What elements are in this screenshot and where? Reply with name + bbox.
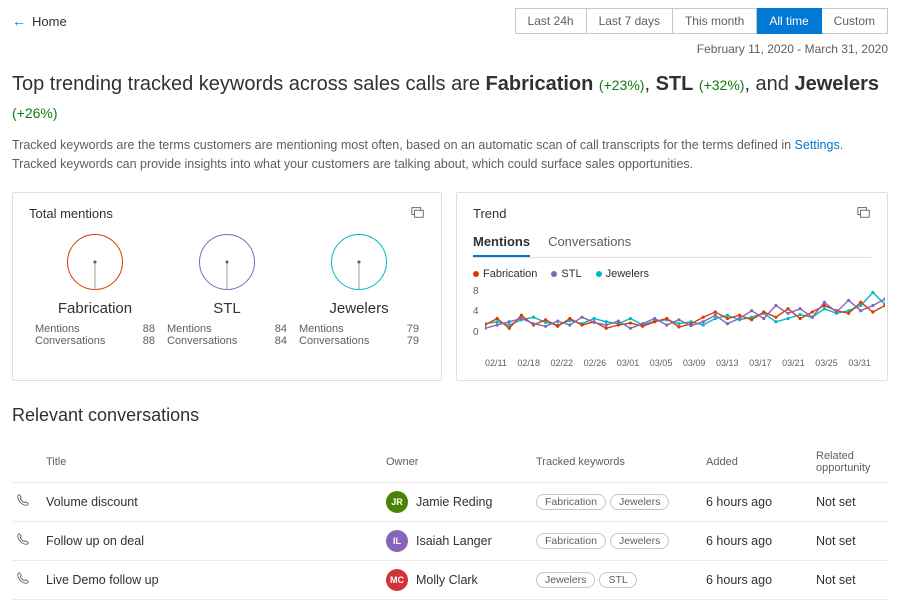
conv-keywords: JewelersSTL: [536, 572, 706, 588]
keyword-pill: Jewelers: [610, 533, 669, 549]
mention-name: Jewelers: [293, 300, 425, 317]
settings-link[interactable]: Settings: [795, 138, 840, 152]
conv-title: Live Demo follow up: [46, 573, 386, 587]
conv-opportunity: Not set: [816, 534, 884, 548]
arrow-left-icon: ←: [12, 13, 26, 29]
conv-owner: ILIsaiah Langer: [386, 530, 536, 552]
legend-dot-icon: [551, 271, 557, 277]
mention-name: Fabrication: [29, 300, 161, 317]
mention-item-fabrication: Fabrication Mentions88 Conversations88: [29, 234, 161, 347]
table-row[interactable]: Volume discount JRJamie Reding Fabricati…: [12, 483, 888, 522]
mention-item-stl: STL Mentions84 Conversations84: [161, 234, 293, 347]
conv-title: Volume discount: [46, 495, 386, 509]
conv-opportunity: Not set: [816, 573, 884, 587]
date-range-label: February 11, 2020 - March 31, 2020: [12, 42, 888, 56]
keyword-pill: Jewelers: [610, 494, 669, 510]
legend-item-jewelers: Jewelers: [596, 268, 649, 280]
phone-icon: [16, 493, 46, 510]
description-text: Tracked keywords are the terms customers…: [12, 136, 888, 174]
mention-ring-icon: [67, 234, 123, 290]
table-row[interactable]: Follow up on deal ILIsaiah Langer Fabric…: [12, 522, 888, 561]
trend-card: Trend Mentions Conversations Fabrication S…: [456, 192, 888, 381]
back-label: Home: [32, 14, 67, 29]
expand-icon[interactable]: [411, 205, 425, 222]
keyword-pill: Jewelers: [536, 572, 595, 588]
col-owner: Owner: [386, 456, 536, 468]
page-headline: Top trending tracked keywords across sal…: [12, 70, 888, 126]
conv-opportunity: Not set: [816, 495, 884, 509]
legend-item-fabrication: Fabrication: [473, 268, 537, 280]
legend-dot-icon: [473, 271, 479, 277]
time-filter-this-month[interactable]: This month: [673, 8, 757, 34]
col-keywords: Tracked keywords: [536, 456, 706, 468]
mention-ring-icon: [199, 234, 255, 290]
time-filter-all-time[interactable]: All time: [757, 8, 821, 34]
keyword-pill: Fabrication: [536, 533, 606, 549]
conv-added: 6 hours ago: [706, 573, 816, 587]
back-home-link[interactable]: ← Home: [12, 13, 67, 29]
mention-name: STL: [161, 300, 293, 317]
phone-icon: [16, 571, 46, 588]
conversations-heading: Relevant conversations: [12, 405, 888, 426]
legend-dot-icon: [596, 271, 602, 277]
time-filter-custom[interactable]: Custom: [822, 8, 888, 34]
trend-tab-conversations[interactable]: Conversations: [548, 234, 631, 257]
avatar: JR: [386, 491, 408, 513]
total-mentions-card: Total mentions Fabrication Mentions88 Co…: [12, 192, 442, 381]
table-row[interactable]: Live Demo follow up MCMolly Clark Jewele…: [12, 561, 888, 600]
expand-icon[interactable]: [857, 205, 871, 222]
trend-card-title: Trend: [473, 206, 506, 221]
time-filter-last-7-days[interactable]: Last 7 days: [587, 8, 673, 34]
table-header-row: Title Owner Tracked keywords Added Relat…: [12, 442, 888, 483]
conv-keywords: FabricationJewelers: [536, 494, 706, 510]
col-added: Added: [706, 456, 816, 468]
time-range-filters: Last 24hLast 7 daysThis monthAll timeCus…: [515, 8, 888, 34]
conversations-table: Title Owner Tracked keywords Added Relat…: [12, 442, 888, 600]
time-filter-last-24h[interactable]: Last 24h: [515, 8, 587, 34]
legend-item-stl: STL: [551, 268, 581, 280]
conv-owner: MCMolly Clark: [386, 569, 536, 591]
mention-ring-icon: [331, 234, 387, 290]
col-title: Title: [46, 456, 386, 468]
phone-icon: [16, 532, 46, 549]
conv-added: 6 hours ago: [706, 495, 816, 509]
avatar: MC: [386, 569, 408, 591]
keyword-pill: STL: [599, 572, 636, 588]
avatar: IL: [386, 530, 408, 552]
keyword-pill: Fabrication: [536, 494, 606, 510]
conv-added: 6 hours ago: [706, 534, 816, 548]
trend-tab-mentions[interactable]: Mentions: [473, 234, 530, 257]
mentions-card-title: Total mentions: [29, 206, 113, 221]
conv-owner: JRJamie Reding: [386, 491, 536, 513]
conv-keywords: FabricationJewelers: [536, 533, 706, 549]
col-opportunity: Related opportunity: [816, 450, 884, 474]
mention-item-jewelers: Jewelers Mentions79 Conversations79: [293, 234, 425, 347]
conv-title: Follow up on deal: [46, 534, 386, 548]
